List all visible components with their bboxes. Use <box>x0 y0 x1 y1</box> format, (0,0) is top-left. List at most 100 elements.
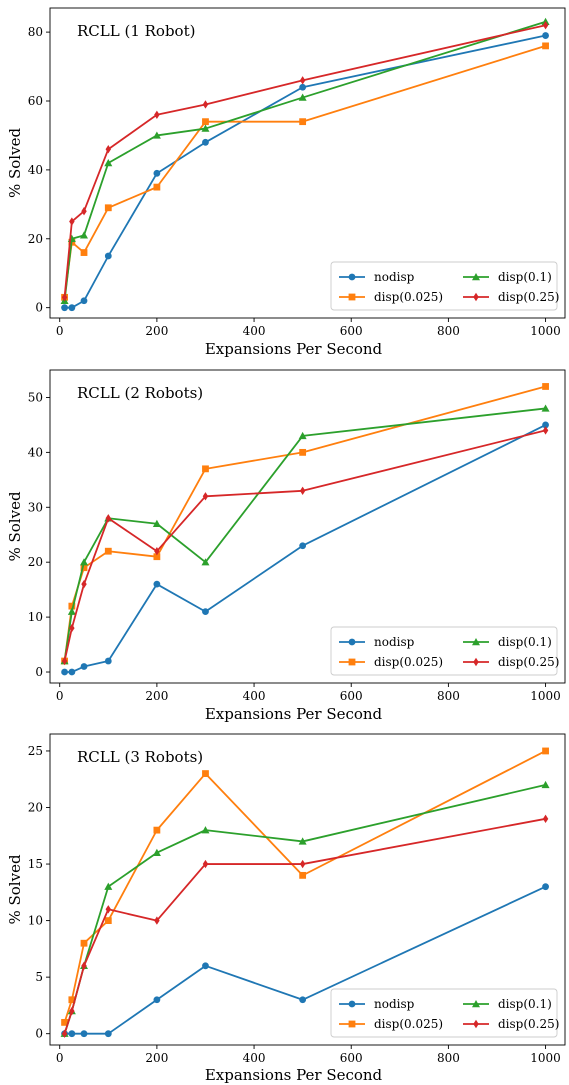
legend-entry: nodisp <box>339 997 415 1011</box>
legend-entry: disp(0.025) <box>339 290 443 304</box>
data-point <box>202 962 209 970</box>
series-nodisp <box>61 32 549 312</box>
data-point <box>299 83 307 91</box>
legend-marker <box>472 1000 480 1008</box>
legend-entry: disp(0.25) <box>463 1017 559 1031</box>
data-point <box>68 668 76 676</box>
data-point <box>542 32 549 39</box>
data-point <box>154 916 160 925</box>
data-point <box>299 542 307 550</box>
x-tick-label: 400 <box>243 689 266 703</box>
x-axis-label: Expansions Per Second <box>205 1066 383 1084</box>
legend-entry: disp(0.025) <box>339 1017 443 1031</box>
data-point <box>298 93 307 101</box>
data-point <box>61 304 68 312</box>
data-point <box>541 780 550 789</box>
data-point <box>298 431 307 440</box>
series-nodisp <box>61 883 549 1038</box>
legend-label: nodisp <box>374 635 415 649</box>
data-point <box>202 492 209 501</box>
x-tick-label: 1000 <box>530 689 561 703</box>
data-point <box>541 404 550 412</box>
legend-label: disp(0.025) <box>374 1017 443 1031</box>
data-point <box>80 939 88 947</box>
legend-label: nodisp <box>374 997 415 1011</box>
y-tick-label: 20 <box>28 555 43 569</box>
data-point <box>299 859 306 869</box>
legend: nodisp disp(0.025) disp(0.1) disp(0.25) <box>330 988 559 1038</box>
legend-marker <box>472 638 480 646</box>
legend-entry: nodisp <box>339 270 415 284</box>
data-point <box>68 304 76 312</box>
y-tick-label: 60 <box>28 94 43 108</box>
data-point <box>153 553 161 561</box>
legend-entry: disp(0.1) <box>463 270 552 284</box>
x-tick-label: 1000 <box>530 1051 561 1065</box>
legend-box <box>330 261 558 311</box>
x-tick-label: 800 <box>437 1051 460 1065</box>
x-tick-label: 800 <box>437 689 460 703</box>
y-axis-label: % Solved <box>6 491 24 561</box>
data-point <box>202 770 209 777</box>
data-point <box>153 996 161 1004</box>
data-point <box>202 465 209 473</box>
data-point <box>104 917 112 924</box>
series-disp(0.25) <box>61 426 549 666</box>
x-tick-label: 200 <box>145 689 168 703</box>
data-point <box>299 76 306 85</box>
data-point <box>69 1006 75 1016</box>
data-point <box>542 747 549 755</box>
data-point <box>153 169 161 177</box>
data-point <box>61 656 68 666</box>
data-point <box>152 519 161 527</box>
x-tick-label: 0 <box>56 324 64 338</box>
data-point <box>68 996 76 1004</box>
y-tick-label: 50 <box>28 390 43 404</box>
legend: nodisp disp(0.025) disp(0.1) disp(0.25) <box>330 626 559 676</box>
data-point <box>299 448 307 456</box>
data-point <box>542 383 549 390</box>
plot-frame <box>49 7 566 319</box>
data-point <box>69 623 75 633</box>
data-point <box>80 1030 88 1038</box>
y-tick-label: 10 <box>28 610 43 624</box>
y-axis-label: % Solved <box>6 128 24 198</box>
legend-marker <box>348 1020 356 1028</box>
data-point <box>299 871 307 879</box>
data-point <box>81 961 87 971</box>
legend-label: disp(0.25) <box>498 655 559 669</box>
data-point <box>542 814 549 824</box>
series-disp(0.1) <box>60 404 550 665</box>
chart-panel-2: 0 200 400 600 800 1000 0 10 20 30 40 50 RCLL (2 Robo… <box>6 369 566 723</box>
data-point <box>542 42 549 50</box>
data-point <box>81 207 87 216</box>
data-point <box>201 826 210 834</box>
series-line <box>63 24 546 298</box>
data-point <box>299 118 307 126</box>
x-tick-label: 0 <box>56 689 64 703</box>
y-tick-label: 40 <box>28 445 43 459</box>
data-point <box>67 607 76 615</box>
y-tick-label: 0 <box>35 1027 43 1041</box>
legend-marker <box>348 293 356 301</box>
data-point <box>152 131 161 139</box>
series-line <box>63 750 546 1023</box>
legend-entry: disp(0.025) <box>339 655 443 669</box>
series-disp(0.025) <box>61 747 549 1026</box>
data-point <box>69 217 75 226</box>
data-point <box>104 1030 112 1038</box>
y-tick-label: 40 <box>28 163 43 177</box>
data-point <box>153 826 161 834</box>
plot-frame <box>49 733 566 1046</box>
x-tick-label: 600 <box>340 324 363 338</box>
data-point <box>202 118 209 126</box>
x-tick-label: 0 <box>56 1051 64 1065</box>
x-tick-label: 200 <box>145 1051 168 1065</box>
series-line <box>63 429 546 662</box>
data-point <box>80 249 88 256</box>
legend-marker <box>473 1019 479 1029</box>
y-tick-label: 80 <box>28 25 43 39</box>
x-tick-label: 600 <box>340 1051 363 1065</box>
y-tick-label: 0 <box>35 301 43 315</box>
x-tick-label: 400 <box>243 324 266 338</box>
